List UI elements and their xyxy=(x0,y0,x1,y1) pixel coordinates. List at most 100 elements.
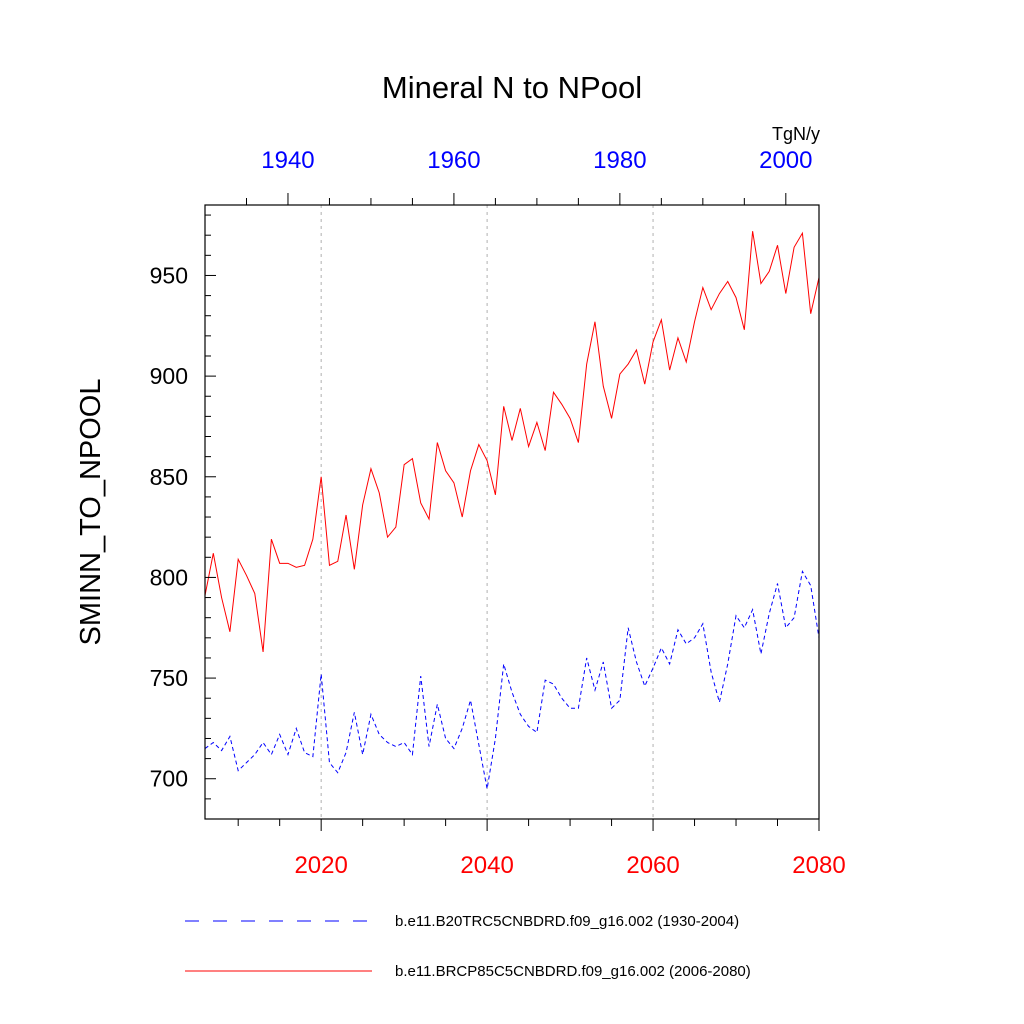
series-0-point xyxy=(802,571,803,572)
series-1-point xyxy=(702,287,703,288)
series-0-point xyxy=(578,708,579,709)
series-1-point xyxy=(603,386,604,387)
series-1-point xyxy=(238,559,239,560)
series-1-point xyxy=(586,363,587,364)
series-0-point xyxy=(719,702,720,703)
series-0-point xyxy=(271,754,272,755)
series-0-point xyxy=(785,627,786,628)
series-0-point xyxy=(561,698,562,699)
series-1-point xyxy=(760,283,761,284)
chart-title: Mineral N to NPool xyxy=(382,70,642,105)
legend-label-rcp85: b.e11.BRCP85C5CNBDRD.f09_g16.002 (2006-2… xyxy=(395,963,751,980)
series-1-point xyxy=(677,337,678,338)
series-0-point xyxy=(462,728,463,729)
series-0-point xyxy=(304,752,305,753)
series-1-point xyxy=(312,539,313,540)
series-0-point xyxy=(420,675,421,676)
series-1-point xyxy=(777,245,778,246)
legend-label-historical: b.e11.B20TRC5CNBDRD.f09_g16.002 (1930-20… xyxy=(395,913,739,930)
series-1-point xyxy=(669,369,670,370)
series-0-point xyxy=(262,742,263,743)
series-1-point xyxy=(246,575,247,576)
series-0-point xyxy=(603,661,604,662)
series-0-point xyxy=(445,738,446,739)
series-1-point xyxy=(329,565,330,566)
series-1-point xyxy=(735,297,736,298)
series-0-point xyxy=(511,692,512,693)
series-0-point xyxy=(221,750,222,751)
series-1-point xyxy=(495,494,496,495)
series-0-point xyxy=(536,732,537,733)
grid-lines xyxy=(320,205,654,819)
series-1-point xyxy=(802,233,803,234)
x-top-tick-label: 2000 xyxy=(759,147,812,174)
series-1-point xyxy=(545,450,546,451)
series-0-point xyxy=(312,756,313,757)
series-1-point xyxy=(553,392,554,393)
series-1-point xyxy=(769,271,770,272)
series-0-point xyxy=(254,754,255,755)
series-1-point xyxy=(362,504,363,505)
x-bottom-tick-label: 2060 xyxy=(626,852,679,879)
series-0-point xyxy=(652,667,653,668)
series-1-point xyxy=(404,464,405,465)
series-1-point xyxy=(561,404,562,405)
series-1-point xyxy=(686,361,687,362)
x-bottom-tick-label: 2080 xyxy=(792,852,845,879)
series-0-point xyxy=(379,734,380,735)
series-0-point xyxy=(395,746,396,747)
x-top-tick-label: 1940 xyxy=(261,147,314,174)
series-0-point xyxy=(677,629,678,630)
y-tick-label: 950 xyxy=(150,262,188,288)
series-1-point xyxy=(520,408,521,409)
x-bottom-tick-label: 2040 xyxy=(460,852,513,879)
series-0-point xyxy=(495,738,496,739)
series-1-point xyxy=(578,442,579,443)
series-1-point xyxy=(287,563,288,564)
series-1-point xyxy=(785,293,786,294)
series-0-point xyxy=(661,647,662,648)
series-line-1 xyxy=(204,231,820,652)
series-1-point xyxy=(420,502,421,503)
series-1-point xyxy=(296,567,297,568)
series-1-point xyxy=(694,321,695,322)
series-0-point xyxy=(246,762,247,763)
series-1-point xyxy=(619,374,620,375)
series-0-point xyxy=(727,663,728,664)
series-1-point xyxy=(304,565,305,566)
series-0-point xyxy=(279,734,280,735)
series-0-point xyxy=(337,772,338,773)
series-0-point xyxy=(404,742,405,743)
series-0-point xyxy=(528,726,529,727)
series-1-point xyxy=(229,631,230,632)
series-0-point xyxy=(777,583,778,584)
series-1-point xyxy=(271,539,272,540)
series-1-point xyxy=(752,231,753,232)
series-1-point xyxy=(279,563,280,564)
series-1-point xyxy=(321,476,322,477)
series-0-point xyxy=(287,754,288,755)
series-0-point xyxy=(345,752,346,753)
series-0-point xyxy=(686,643,687,644)
series-0-point xyxy=(636,661,637,662)
series-0-point xyxy=(229,736,230,737)
units-label: TgN/y xyxy=(772,124,820,144)
plot-frame xyxy=(204,204,820,820)
series-0-point xyxy=(354,712,355,713)
series-1-point xyxy=(345,514,346,515)
series-1-point xyxy=(636,349,637,350)
legend: b.e11.B20TRC5CNBDRD.f09_g16.002 (1930-20… xyxy=(185,913,751,980)
series-0-point xyxy=(628,627,629,628)
series-0-point xyxy=(470,700,471,701)
series-1-point xyxy=(462,516,463,517)
series-1-point xyxy=(727,281,728,282)
series-0-point xyxy=(503,663,504,664)
x-top-tick-label: 1980 xyxy=(593,147,646,174)
series-0-point xyxy=(520,714,521,715)
series-0-point xyxy=(478,744,479,745)
series-0-point xyxy=(387,742,388,743)
series-0-point xyxy=(569,708,570,709)
series-1-point xyxy=(644,384,645,385)
series-0-point xyxy=(412,754,413,755)
series-1-point xyxy=(221,597,222,598)
